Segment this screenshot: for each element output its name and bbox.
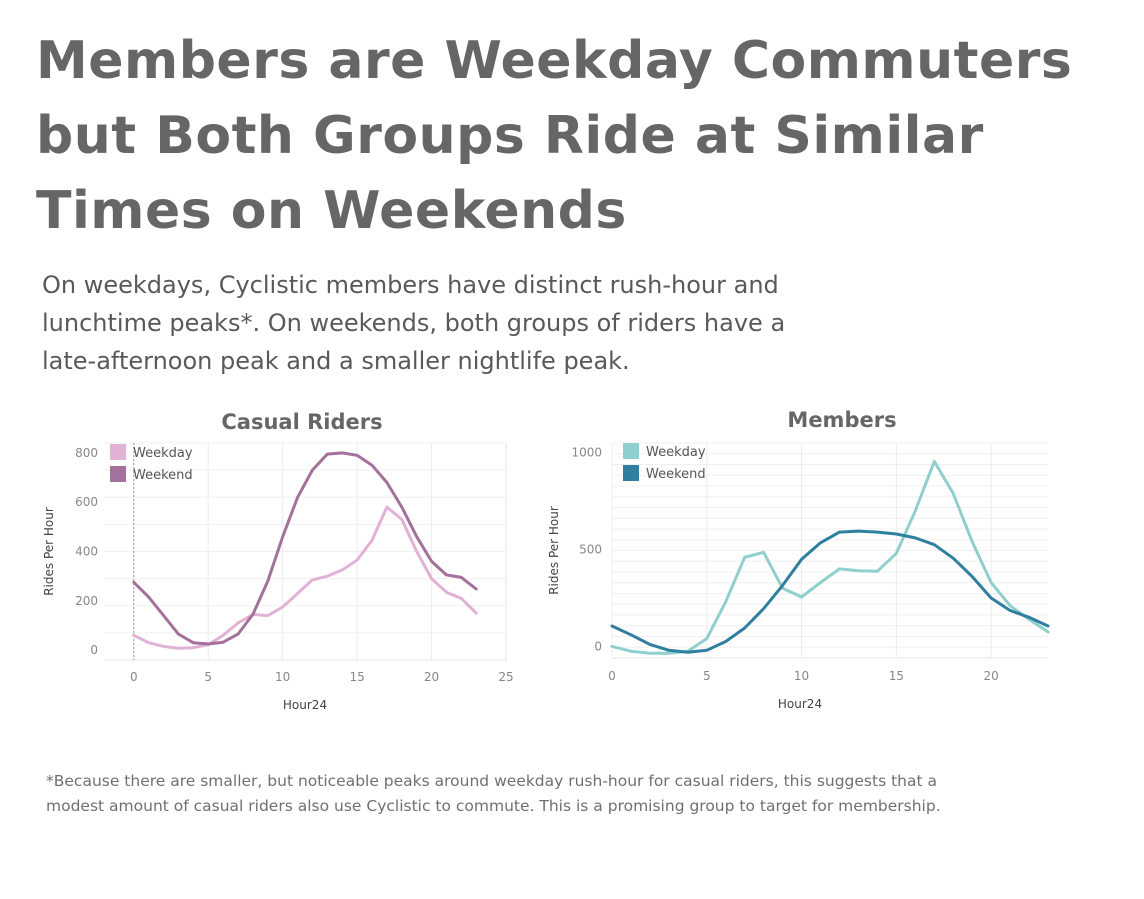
legend-swatch-weekend [623,465,639,481]
chart-title: Casual Riders [221,410,382,434]
members-chart: Members 0 500 1000 0 5 10 15 20 Hour24 Rides Per H… [547,408,1050,711]
x-tick-label: 10 [794,669,809,683]
x-tick-label: 5 [204,670,212,684]
y-tick-label: 600 [75,495,98,509]
legend-swatch-weekday [110,444,126,460]
x-tick-label: 20 [424,670,439,684]
casual-riders-chart: Casual Riders 0 200 400 600 800 0 5 10 15 20 25 Hour… [42,410,514,712]
y-tick-label: 0 [90,643,98,657]
y-tick-label: 0 [594,639,602,653]
x-tick-label: 15 [889,669,904,683]
series-line-weekend [610,529,1050,654]
legend-label-weekend: Weekend [133,468,193,483]
chart-title: Members [787,408,896,432]
y-tick-label: 400 [75,545,98,559]
series-line-weekend [132,451,478,646]
x-axis-label: Hour24 [283,698,327,712]
x-tick-label: 20 [983,669,998,683]
legend-label-weekday: Weekday [646,445,706,460]
legend-swatch-weekday [623,443,639,459]
legend-label-weekday: Weekday [133,446,193,461]
x-axis-label: Hour24 [778,697,822,711]
x-tick-label: 5 [703,669,711,683]
y-tick-label: 800 [75,446,98,460]
series-line-weekday [610,459,1050,655]
x-tick-label: 25 [498,670,513,684]
x-tick-label: 0 [130,670,138,684]
x-tick-label: 15 [349,670,364,684]
page-title: Members are Weekday Commuters but Both G… [36,31,1073,241]
y-axis-label: Rides Per Hour [547,506,561,595]
footnote: *Because there are smaller, but noticeab… [46,772,941,815]
x-tick-label: 0 [608,669,616,683]
y-tick-label: 1000 [571,446,602,460]
legend-swatch-weekend [110,466,126,482]
legend-label-weekend: Weekend [646,467,706,482]
y-tick-label: 200 [75,594,98,608]
y-axis-label: Rides Per Hour [42,507,56,596]
page-subtitle: On weekdays, Cyclistic members have dist… [42,271,786,375]
series-line-weekday [132,505,478,650]
y-tick-label: 500 [579,543,602,557]
x-tick-label: 10 [275,670,290,684]
